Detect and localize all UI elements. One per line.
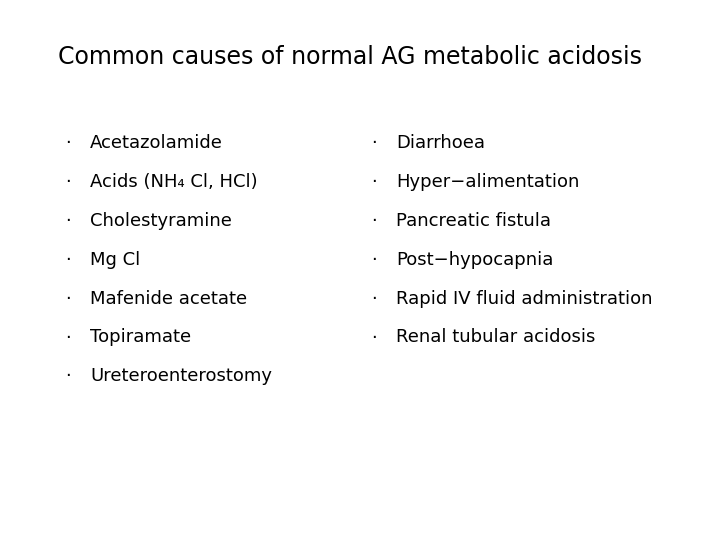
Text: ·: · xyxy=(372,212,377,230)
Text: ·: · xyxy=(66,328,71,347)
Text: ·: · xyxy=(372,173,377,191)
Text: Hyper−alimentation: Hyper−alimentation xyxy=(396,173,580,191)
Text: Post−hypocapnia: Post−hypocapnia xyxy=(396,251,554,269)
Text: Common causes of normal AG metabolic acidosis: Common causes of normal AG metabolic aci… xyxy=(58,45,642,69)
Text: Mafenide acetate: Mafenide acetate xyxy=(90,289,247,308)
Text: ·: · xyxy=(372,251,377,269)
Text: Acids (NH₄ Cl, HCl): Acids (NH₄ Cl, HCl) xyxy=(90,173,258,191)
Text: ·: · xyxy=(66,212,71,230)
Text: Renal tubular acidosis: Renal tubular acidosis xyxy=(396,328,595,347)
Text: ·: · xyxy=(66,251,71,269)
Text: ·: · xyxy=(372,289,377,308)
Text: Cholestyramine: Cholestyramine xyxy=(90,212,232,230)
Text: ·: · xyxy=(372,328,377,347)
Text: Diarrhoea: Diarrhoea xyxy=(396,134,485,152)
Text: Rapid IV fluid administration: Rapid IV fluid administration xyxy=(396,289,652,308)
Text: Topiramate: Topiramate xyxy=(90,328,191,347)
Text: ·: · xyxy=(66,367,71,386)
Text: ·: · xyxy=(66,173,71,191)
Text: ·: · xyxy=(66,289,71,308)
Text: Pancreatic fistula: Pancreatic fistula xyxy=(396,212,551,230)
Text: Acetazolamide: Acetazolamide xyxy=(90,134,223,152)
Text: Mg Cl: Mg Cl xyxy=(90,251,140,269)
Text: ·: · xyxy=(66,134,71,152)
Text: ·: · xyxy=(372,134,377,152)
Text: Ureteroenterostomy: Ureteroenterostomy xyxy=(90,367,272,386)
